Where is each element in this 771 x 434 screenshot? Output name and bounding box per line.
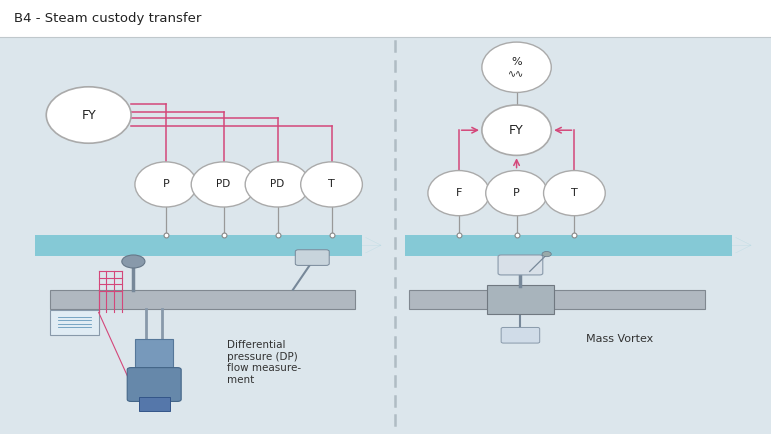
Text: F: F xyxy=(456,188,462,198)
Text: Differential
pressure (DP)
flow measure-
ment: Differential pressure (DP) flow measure-… xyxy=(227,340,301,385)
Ellipse shape xyxy=(482,42,551,92)
Ellipse shape xyxy=(135,162,197,207)
Text: T: T xyxy=(571,188,577,198)
Text: T: T xyxy=(328,179,335,190)
FancyBboxPatch shape xyxy=(487,285,554,314)
Ellipse shape xyxy=(512,286,529,313)
FancyBboxPatch shape xyxy=(405,235,732,256)
FancyBboxPatch shape xyxy=(127,368,181,401)
FancyBboxPatch shape xyxy=(35,235,362,256)
Ellipse shape xyxy=(482,105,551,155)
Text: ∿∿: ∿∿ xyxy=(508,69,525,79)
FancyBboxPatch shape xyxy=(295,250,329,265)
Ellipse shape xyxy=(122,255,145,268)
FancyBboxPatch shape xyxy=(139,397,170,411)
Ellipse shape xyxy=(490,286,507,313)
Text: FY: FY xyxy=(509,124,524,137)
Ellipse shape xyxy=(486,171,547,216)
FancyBboxPatch shape xyxy=(498,255,543,275)
Text: FY: FY xyxy=(81,108,96,122)
Ellipse shape xyxy=(191,162,256,207)
FancyBboxPatch shape xyxy=(50,290,355,309)
FancyBboxPatch shape xyxy=(501,328,540,343)
Ellipse shape xyxy=(544,171,605,216)
FancyBboxPatch shape xyxy=(135,339,173,372)
FancyBboxPatch shape xyxy=(409,290,705,309)
Ellipse shape xyxy=(46,87,131,143)
Ellipse shape xyxy=(534,286,550,313)
Text: %: % xyxy=(511,57,522,67)
Circle shape xyxy=(542,251,551,257)
FancyBboxPatch shape xyxy=(50,310,99,335)
Ellipse shape xyxy=(301,162,362,207)
FancyBboxPatch shape xyxy=(0,0,771,37)
Text: PD: PD xyxy=(271,179,284,190)
Text: PD: PD xyxy=(217,179,231,190)
Ellipse shape xyxy=(245,162,310,207)
Text: B4 - Steam custody transfer: B4 - Steam custody transfer xyxy=(14,12,201,25)
Ellipse shape xyxy=(428,171,490,216)
Text: Mass Vortex: Mass Vortex xyxy=(586,333,653,344)
Text: P: P xyxy=(513,188,520,198)
Text: P: P xyxy=(163,179,169,190)
